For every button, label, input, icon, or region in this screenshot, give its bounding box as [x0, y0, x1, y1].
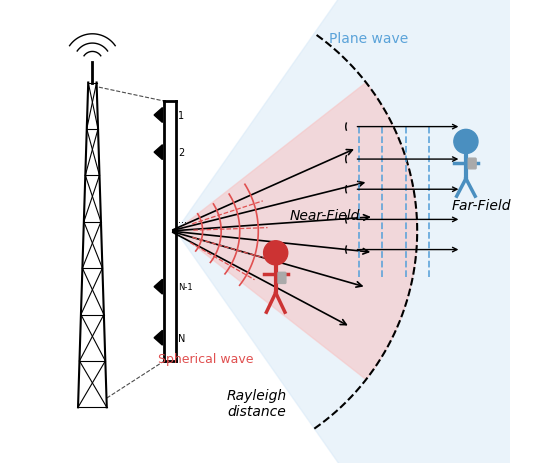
Polygon shape: [154, 108, 162, 123]
Text: Rayleigh
distance: Rayleigh distance: [227, 388, 287, 418]
Text: 2: 2: [178, 148, 185, 158]
FancyBboxPatch shape: [468, 159, 476, 169]
Polygon shape: [154, 331, 162, 345]
Circle shape: [454, 130, 478, 154]
Text: Far-Field: Far-Field: [452, 199, 512, 213]
Polygon shape: [154, 145, 162, 160]
Text: 1: 1: [178, 111, 185, 121]
FancyBboxPatch shape: [278, 273, 286, 284]
Polygon shape: [154, 280, 162, 294]
Wedge shape: [176, 83, 417, 380]
Text: Plane wave: Plane wave: [329, 32, 408, 46]
Text: N-1: N-1: [178, 282, 193, 292]
Circle shape: [264, 241, 288, 265]
Text: Near-Field: Near-Field: [290, 208, 360, 222]
Text: N: N: [178, 333, 186, 343]
Wedge shape: [176, 0, 556, 463]
Text: ...: ...: [178, 215, 187, 225]
Text: Spherical wave: Spherical wave: [158, 352, 254, 365]
